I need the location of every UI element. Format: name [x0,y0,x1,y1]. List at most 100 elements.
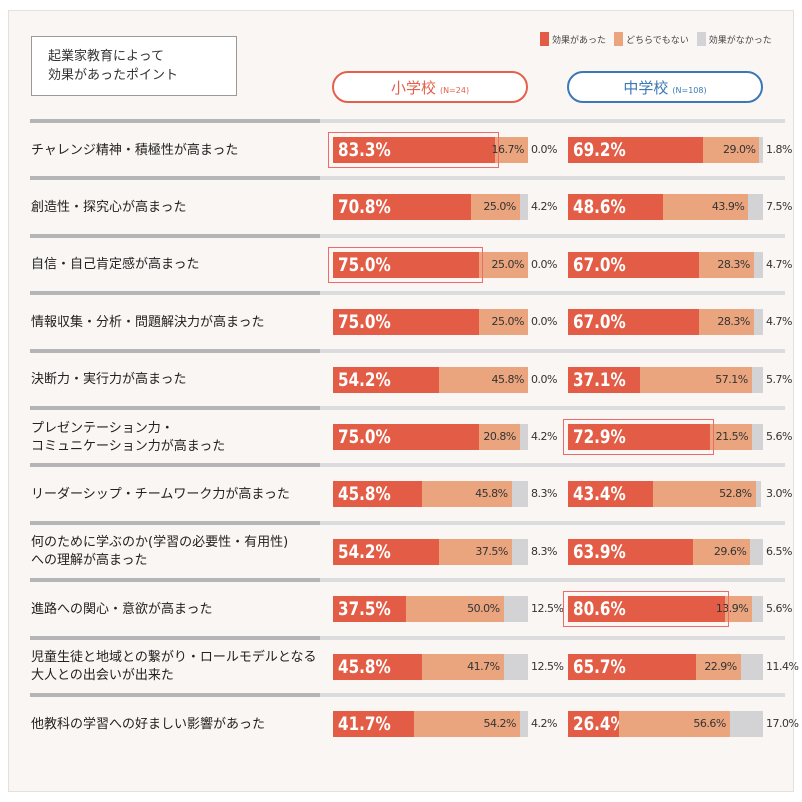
category-label-text: 何のために学ぶのか(学習の必要性・有用性) への理解が高まった [31,534,288,570]
bar-segment-not-effective [511,481,528,508]
value-label-neutral: 29.0% [723,143,756,156]
value-label-neutral: 25.0% [491,257,525,271]
category-label-line: 決断力・実行力が高まった [31,372,187,388]
legend-label: 効果がなかった [708,35,772,46]
value-label-not-effective: 4.2% [531,717,557,730]
value-label-effective: 45.8% [338,655,391,678]
bar-segment-not-effective [748,194,763,221]
value-label-effective: 45.8% [338,483,391,506]
category-label-text: プレゼンテーション力・ コミュニケーション力が高まった [31,420,225,456]
bar-segment-effective [333,251,480,278]
value-label-neutral: 22.9% [704,659,737,673]
bar-segment-effective [568,711,620,737]
value-label-not-effective: 12.5% [531,602,564,616]
category-label-text: 決断力・実行力が高まった [31,371,186,389]
value-label-not-effective: 1.8% [766,143,792,156]
category-label-text: 進路への関心・意欲が高まった [31,601,212,619]
value-label-neutral: 57.1% [715,372,748,386]
legend-label: どちらでもない [626,35,689,46]
value-label-not-effective: 3.0% [766,487,792,501]
row-separator [30,463,785,468]
row-separator-dark [30,176,320,181]
value-label-neutral: 54.2% [483,717,517,730]
bar-segment-not-effective [503,596,528,623]
row-separator [30,635,785,640]
row-separator [30,291,785,296]
category-label-line: プレゼンテーション力・ [31,420,174,436]
value-label-not-effective: 5.6% [766,602,792,616]
group-header-junior-high: 中学校 (N=108) [567,71,763,103]
bar-segment-neutral [702,137,760,163]
value-label-not-effective: 0.0% [531,143,557,156]
bar-segment-effective [333,309,480,336]
bar-segment-not-effective [751,366,763,393]
legend-swatch [696,32,706,46]
row-separator [30,578,785,583]
bar-segment-neutral [479,309,528,336]
row-separator-dark [30,348,320,353]
bar-segment-not-effective [519,194,528,221]
group-header-elementary: 小学校 (N=24) [332,71,528,103]
category-label-line: リーダーシップ・チームワーク力が高まった [31,487,290,503]
value-label-effective: 43.4% [573,483,626,506]
bar-segment-effective [568,309,699,336]
bar-segment-neutral [406,596,504,623]
bar-segment-not-effective [753,309,763,336]
row-separator-dark [30,520,320,525]
category-label: リーダーシップ・チームワーク力が高まった [31,469,321,520]
value-label-neutral: 25.0% [483,200,516,214]
value-label-effective: 37.5% [338,598,391,621]
bar-segment-not-effective [755,481,762,508]
value-label-neutral: 29.6% [713,544,747,558]
value-label-neutral: 13.9% [715,602,749,616]
category-label-line: 他教科の学習への好ましい影響があった [31,716,266,732]
bar-segment-neutral [652,481,756,508]
bar-segment-effective [333,366,439,393]
group-n: (N=108) [672,86,707,95]
bar-segment-not-effective [519,424,528,450]
category-label-line: 児童生徒と地域との繋がり・ロールモデルとなる [31,650,317,666]
value-label-not-effective: 6.5% [766,544,792,558]
bar-segment-neutral [422,653,504,680]
bar-segment-neutral [710,424,753,450]
value-label-neutral: 52.8% [719,487,752,501]
category-label: 決断力・実行力が高まった [31,355,321,406]
category-label-line: 自信・自己肯定感が高まった [31,257,200,273]
row-separator-dark [30,291,320,296]
bar-segment-effective [333,137,496,163]
value-label-effective: 54.2% [338,540,391,563]
bar-segment-effective [333,596,407,623]
bar-segment-neutral [725,596,753,623]
bar-segment-neutral [696,653,741,680]
category-label-line: 進路への関心・意欲が高まった [31,601,213,617]
bar-segment-not-effective [753,251,763,278]
value-label-neutral: 56.6% [693,717,726,730]
bar-segment-effective [568,424,711,450]
value-label-effective: 54.2% [338,368,391,391]
value-label-neutral: 37.5% [475,544,508,558]
bar-segment-neutral [662,194,749,221]
bar-segment-effective [568,538,693,565]
group-name: 中学校 [623,79,669,97]
category-label: 児童生徒と地域との繋がり・ロールモデルとなる 大人との出会いが出来た [31,642,321,693]
bar-segment-neutral [479,424,520,450]
value-label-effective: 65.7% [573,655,626,678]
value-label-neutral: 45.8% [475,487,508,501]
value-label-effective: 69.2% [573,139,626,161]
bar-segment-effective [568,366,641,393]
bar-segment-effective [568,481,653,508]
bar-segment-effective [333,194,472,221]
row-separator-dark [30,233,320,238]
bar-segment-effective [333,538,439,565]
row-separator [30,176,785,181]
value-label-neutral: 50.0% [467,602,500,616]
value-label-not-effective: 5.6% [766,430,792,443]
row-separator [30,119,785,123]
legend-label: 効果があった [552,35,607,46]
value-label-not-effective: 7.5% [766,200,792,214]
category-label: 進路への関心・意欲が高まった [31,584,321,635]
category-label-line: 大人との出会いが出来た [31,668,174,684]
value-label-not-effective: 11.4% [766,659,799,673]
chart-title: 起業家教育によって 効果があったポイント [31,36,237,96]
group-name: 小学校 [390,79,436,97]
